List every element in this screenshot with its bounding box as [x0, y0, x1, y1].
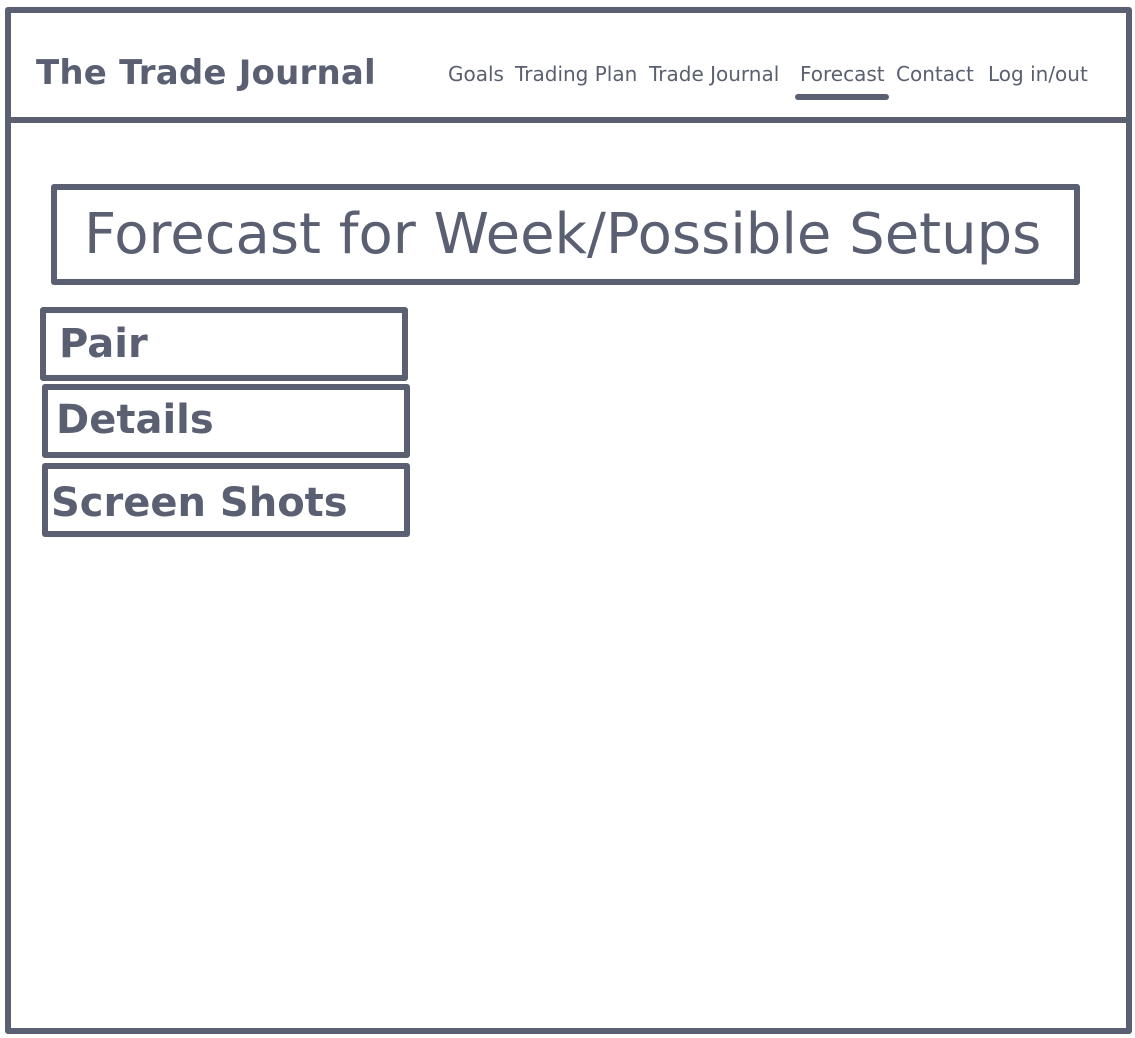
nav-item-trade-journal[interactable]: Trade Journal: [649, 62, 780, 86]
browser-frame: The Trade Journal Goals Trading Plan Tra…: [5, 7, 1132, 1034]
nav-item-goals[interactable]: Goals: [448, 62, 504, 86]
pair-field[interactable]: Pair: [40, 307, 408, 381]
nav-item-log-in-out[interactable]: Log in/out: [988, 62, 1088, 86]
nav-item-trading-plan[interactable]: Trading Plan: [515, 62, 638, 86]
page-title-box: Forecast for Week/Possible Setups: [51, 184, 1080, 285]
page-title: Forecast for Week/Possible Setups: [84, 202, 1042, 267]
screen-shots-field[interactable]: Screen Shots: [42, 463, 410, 537]
pair-field-label: Pair: [59, 321, 148, 367]
site-brand[interactable]: The Trade Journal: [36, 53, 376, 93]
site-header: The Trade Journal Goals Trading Plan Tra…: [11, 13, 1126, 123]
nav-item-forecast[interactable]: Forecast: [800, 62, 885, 86]
screen-shots-field-label: Screen Shots: [51, 480, 348, 526]
details-field-label: Details: [56, 397, 214, 443]
details-field[interactable]: Details: [42, 384, 410, 458]
nav-active-indicator: [795, 94, 889, 100]
nav-item-contact[interactable]: Contact: [896, 62, 974, 86]
